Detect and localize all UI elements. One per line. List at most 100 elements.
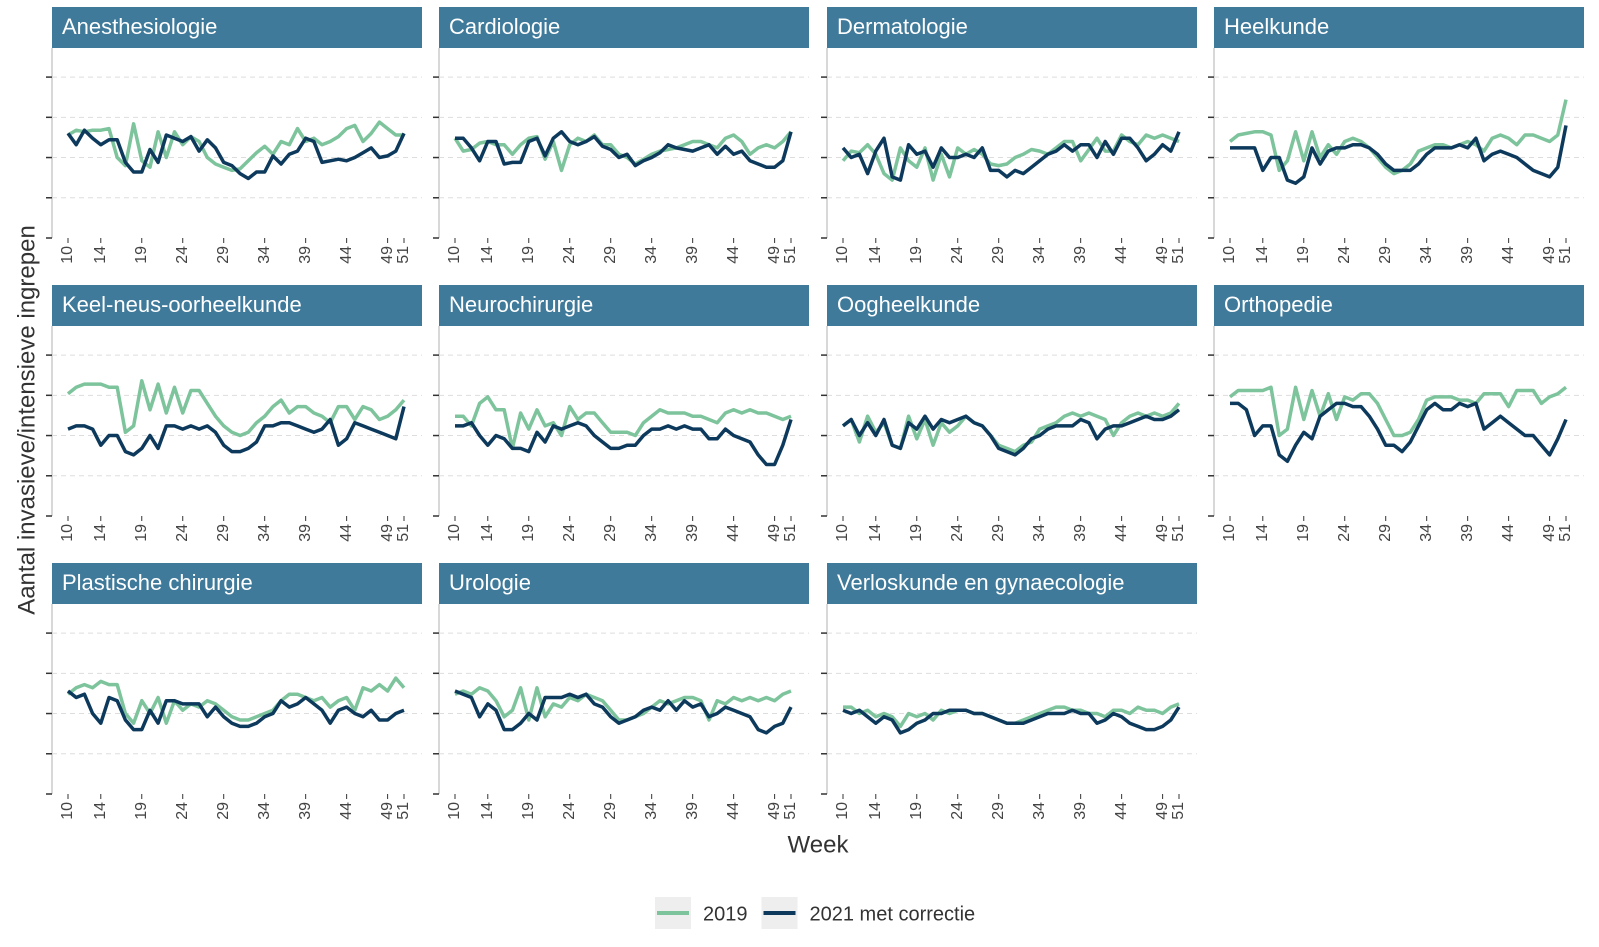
x-tick-label: 29 [215, 246, 232, 264]
x-tick-label: 34 [1031, 524, 1048, 542]
x-tick-label: 19 [1295, 246, 1312, 264]
x-tick-label: 34 [256, 524, 273, 542]
x-tick-label: 34 [643, 802, 660, 820]
x-tick-label: 14 [479, 524, 496, 542]
x-tick-label: 34 [1031, 802, 1048, 820]
x-tick-label: 51 [1170, 802, 1187, 820]
x-tick-label: 29 [990, 246, 1007, 264]
series-line [1230, 401, 1568, 464]
x-tick-label: 24 [949, 246, 966, 264]
series-line [1230, 125, 1568, 186]
panel-title: Verloskunde en gynaecologie [837, 570, 1124, 595]
x-tick-label: 29 [602, 524, 619, 542]
x-tick-label: 44 [725, 524, 742, 542]
x-tick-label: 49 [1154, 246, 1171, 264]
x-tick-label: 44 [338, 802, 355, 820]
x-tick-label: 10 [446, 802, 463, 820]
x-tick-label: 29 [215, 524, 232, 542]
strip [52, 7, 422, 48]
x-tick-label: 14 [479, 246, 496, 264]
series-line [454, 689, 793, 735]
panel-title: Plastische chirurgie [62, 570, 253, 595]
x-tick-label: 24 [561, 802, 578, 820]
x-tick-label: 14 [92, 246, 109, 264]
strip [52, 563, 422, 604]
x-tick-label: 49 [379, 524, 396, 542]
series-line [455, 418, 793, 467]
x-tick-label: 29 [215, 802, 232, 820]
series-line [66, 689, 405, 732]
x-tick-label: 49 [379, 802, 396, 820]
x-tick-label: 39 [297, 524, 314, 542]
x-tick-label: 10 [1221, 524, 1238, 542]
x-tick-label: 34 [1031, 246, 1048, 264]
x-tick-label: 51 [782, 246, 799, 264]
x-tick-label: 24 [174, 802, 191, 820]
x-tick-label: 24 [174, 246, 191, 264]
x-tick-label: 24 [949, 524, 966, 542]
x-tick-label: 10 [834, 802, 851, 820]
x-tick-label: 14 [92, 802, 109, 820]
x-tick-label: 44 [1500, 524, 1517, 542]
x-tick-label: 24 [1336, 246, 1353, 264]
series-line [842, 706, 1181, 735]
strip [827, 285, 1197, 326]
x-tick-label: 51 [782, 524, 799, 542]
x-tick-label: 10 [446, 524, 463, 542]
x-tick-label: 19 [1295, 524, 1312, 542]
strip [827, 563, 1197, 604]
x-tick-label: 49 [1541, 524, 1558, 542]
series-line [841, 408, 1181, 457]
x-tick-label: 51 [782, 802, 799, 820]
panel-title: Heelkunde [1224, 14, 1329, 39]
panel-title: Dermatologie [837, 14, 968, 39]
x-tick-label: 19 [520, 246, 537, 264]
series-line [1228, 385, 1568, 438]
x-tick-label: 51 [395, 246, 412, 264]
x-tick-label: 34 [643, 524, 660, 542]
x-tick-label: 19 [520, 524, 537, 542]
x-tick-label: 10 [59, 802, 76, 820]
x-tick-label: 44 [725, 802, 742, 820]
x-tick-label: 39 [684, 524, 701, 542]
x-tick-label: 14 [92, 524, 109, 542]
strip [1214, 285, 1584, 326]
x-tick-label: 14 [867, 802, 884, 820]
x-tick-label: 44 [338, 246, 355, 264]
x-tick-label: 34 [256, 802, 273, 820]
x-tick-label: 44 [1113, 802, 1130, 820]
x-tick-label: 10 [834, 524, 851, 542]
x-tick-label: 29 [990, 802, 1007, 820]
x-tick-label: 39 [297, 802, 314, 820]
series-line [66, 676, 406, 725]
x-tick-label: 34 [256, 246, 273, 264]
x-tick-label: 44 [1500, 246, 1517, 264]
series-line [66, 128, 406, 181]
strip [1214, 7, 1584, 48]
x-tick-label: 39 [1459, 524, 1476, 542]
x-tick-label: 29 [990, 524, 1007, 542]
x-tick-label: 34 [1418, 524, 1435, 542]
x-tick-label: 49 [1541, 246, 1558, 264]
x-tick-label: 24 [949, 802, 966, 820]
x-tick-label: 19 [520, 802, 537, 820]
x-tick-label: 10 [59, 524, 76, 542]
panel-title: Oogheelkunde [837, 292, 980, 317]
x-tick-label: 44 [1113, 524, 1130, 542]
x-tick-label: 24 [561, 246, 578, 264]
legend-label: 2021 met correctie [810, 903, 976, 925]
series-line [454, 686, 792, 722]
x-tick-label: 19 [908, 802, 925, 820]
strip [52, 285, 422, 326]
legend-label: 2019 [703, 903, 748, 925]
x-tick-label: 39 [1459, 246, 1476, 264]
x-tick-label: 51 [1170, 524, 1187, 542]
x-tick-label: 19 [133, 802, 150, 820]
x-tick-label: 19 [908, 524, 925, 542]
x-tick-label: 19 [133, 524, 150, 542]
x-tick-label: 19 [908, 246, 925, 264]
x-tick-label: 51 [1170, 246, 1187, 264]
strip [439, 7, 809, 48]
x-tick-label: 51 [395, 802, 412, 820]
